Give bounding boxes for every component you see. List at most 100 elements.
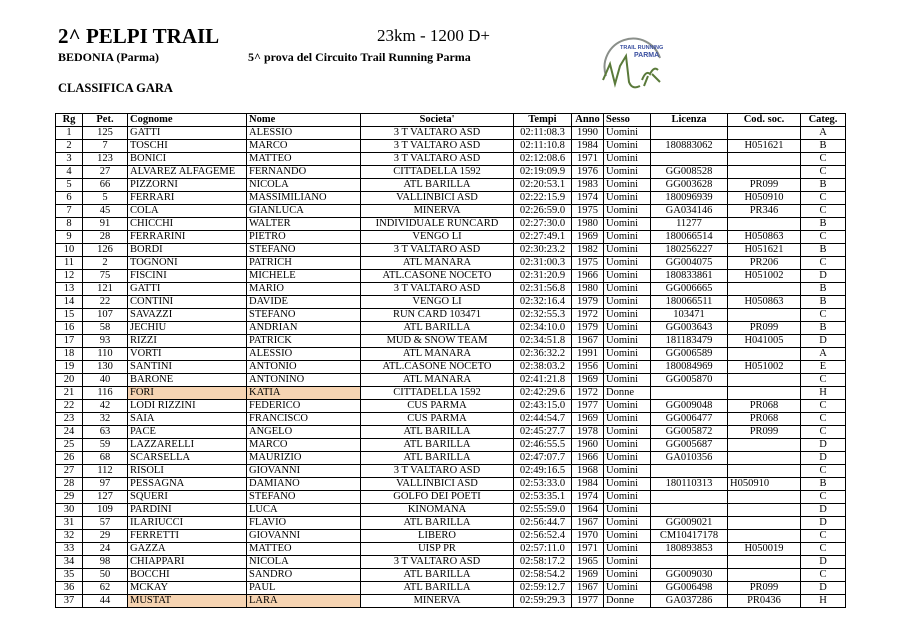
cell-club: 3 T VALTARO ASD xyxy=(360,282,514,296)
column-header-sex: Sesso xyxy=(603,113,651,127)
cell-club: 3 T VALTARO ASD xyxy=(360,243,514,257)
cell-surname: PARDINI xyxy=(127,503,247,517)
cell-rank: 16 xyxy=(55,321,83,335)
cell-surname: SANTINI xyxy=(127,360,247,374)
logo-text-2: PARMA xyxy=(634,52,659,59)
cell-club-code: H050910 xyxy=(727,191,801,205)
cell-category: C xyxy=(800,165,846,179)
cell-surname: TOGNONI xyxy=(127,256,247,270)
cell-time: 02:38:03.2 xyxy=(513,360,572,374)
cell-rank: 24 xyxy=(55,425,83,439)
cell-bib: 62 xyxy=(82,581,128,595)
cell-year: 1978 xyxy=(571,425,604,439)
cell-year: 1979 xyxy=(571,321,604,335)
cell-category: C xyxy=(800,152,846,166)
cell-club-code xyxy=(727,217,801,231)
cell-sex: Uomini xyxy=(603,347,651,361)
cell-name: ALESSIO xyxy=(246,347,361,361)
cell-club-code xyxy=(727,503,801,517)
table-row: 7 45 COLA GIANLUCA MINERVA 02:26:59.0 1975 Uomi… xyxy=(55,204,846,218)
cell-rank: 28 xyxy=(55,477,83,491)
table-row: 34 98 CHIAPPARI NICOLA 3 T VALTARO ASD 02:58:… xyxy=(55,555,846,569)
cell-license: GA010356 xyxy=(650,451,728,465)
cell-time: 02:46:55.5 xyxy=(513,438,572,452)
cell-bib: 110 xyxy=(82,347,128,361)
cell-license: GG005870 xyxy=(650,373,728,387)
cell-bib: 93 xyxy=(82,334,128,348)
cell-bib: 98 xyxy=(82,555,128,569)
cell-bib: 5 xyxy=(82,191,128,205)
cell-license: GA037286 xyxy=(650,594,728,608)
cell-category: B xyxy=(800,282,846,296)
cell-bib: 58 xyxy=(82,321,128,335)
cell-club-code xyxy=(727,555,801,569)
cell-name: NICOLA xyxy=(246,178,361,192)
cell-time: 02:26:59.0 xyxy=(513,204,572,218)
cell-sex: Uomini xyxy=(603,503,651,517)
cell-sex: Uomini xyxy=(603,438,651,452)
cell-rank: 32 xyxy=(55,529,83,543)
cell-club: ATL BARILLA xyxy=(360,321,514,335)
cell-name: ANGELO xyxy=(246,425,361,439)
cell-club-code xyxy=(727,438,801,452)
cell-bib: 121 xyxy=(82,282,128,296)
cell-surname: CONTINI xyxy=(127,295,247,309)
cell-year: 1966 xyxy=(571,451,604,465)
cell-license xyxy=(650,555,728,569)
cell-year: 1969 xyxy=(571,412,604,426)
table-row: 15 107 SAVAZZI STEFANO RUN CARD 103471 02:32:… xyxy=(55,308,846,322)
cell-year: 1984 xyxy=(571,477,604,491)
cell-rank: 19 xyxy=(55,360,83,374)
cell-club-code xyxy=(727,516,801,530)
cell-license: GA034146 xyxy=(650,204,728,218)
cell-rank: 4 xyxy=(55,165,83,179)
cell-name: GIANLUCA xyxy=(246,204,361,218)
cell-year: 1975 xyxy=(571,256,604,270)
cell-category: B xyxy=(800,217,846,231)
table-row: 6 5 FERRARI MASSIMILIANO VALLINBICI ASD 02:22… xyxy=(55,191,846,205)
cell-license xyxy=(650,490,728,504)
cell-club-code: H051002 xyxy=(727,360,801,374)
cell-time: 02:12:08.6 xyxy=(513,152,572,166)
cell-license: 180883062 xyxy=(650,139,728,153)
cell-rank: 3 xyxy=(55,152,83,166)
cell-name: MATTEO xyxy=(246,152,361,166)
cell-rank: 5 xyxy=(55,178,83,192)
cell-bib: 130 xyxy=(82,360,128,374)
cell-name: DAMIANO xyxy=(246,477,361,491)
cell-time: 02:19:09.9 xyxy=(513,165,572,179)
cell-rank: 13 xyxy=(55,282,83,296)
cell-club-code: PR099 xyxy=(727,425,801,439)
cell-club: ATL MANARA xyxy=(360,373,514,387)
cell-year: 1969 xyxy=(571,230,604,244)
cell-category: B xyxy=(800,139,846,153)
cell-category: C xyxy=(800,542,846,556)
cell-license xyxy=(650,386,728,400)
cell-rank: 25 xyxy=(55,438,83,452)
cell-club: CITTADELLA 1592 xyxy=(360,165,514,179)
cell-club: MINERVA xyxy=(360,204,514,218)
cell-license: GG009048 xyxy=(650,399,728,413)
cell-sex: Uomini xyxy=(603,568,651,582)
cell-category: C xyxy=(800,529,846,543)
cell-rank: 17 xyxy=(55,334,83,348)
cell-time: 02:27:30.0 xyxy=(513,217,572,231)
cell-bib: 28 xyxy=(82,230,128,244)
cell-club: ATL BARILLA xyxy=(360,451,514,465)
cell-sex: Uomini xyxy=(603,243,651,257)
cell-rank: 11 xyxy=(55,256,83,270)
column-header-category: Categ. xyxy=(800,113,846,127)
cell-time: 02:44:54.7 xyxy=(513,412,572,426)
cell-sex: Uomini xyxy=(603,451,651,465)
cell-sex: Uomini xyxy=(603,334,651,348)
cell-rank: 37 xyxy=(55,594,83,608)
cell-year: 1965 xyxy=(571,555,604,569)
cell-club: ATL BARILLA xyxy=(360,178,514,192)
cell-surname: RISOLI xyxy=(127,464,247,478)
cell-time: 02:53:35.1 xyxy=(513,490,572,504)
table-row: 8 91 CHICCHI WALTER INDIVIDUALE RUNCARD 02:27… xyxy=(55,217,846,231)
cell-bib: 91 xyxy=(82,217,128,231)
cell-sex: Uomini xyxy=(603,399,651,413)
cell-surname: SAIA xyxy=(127,412,247,426)
cell-category: H xyxy=(800,594,846,608)
